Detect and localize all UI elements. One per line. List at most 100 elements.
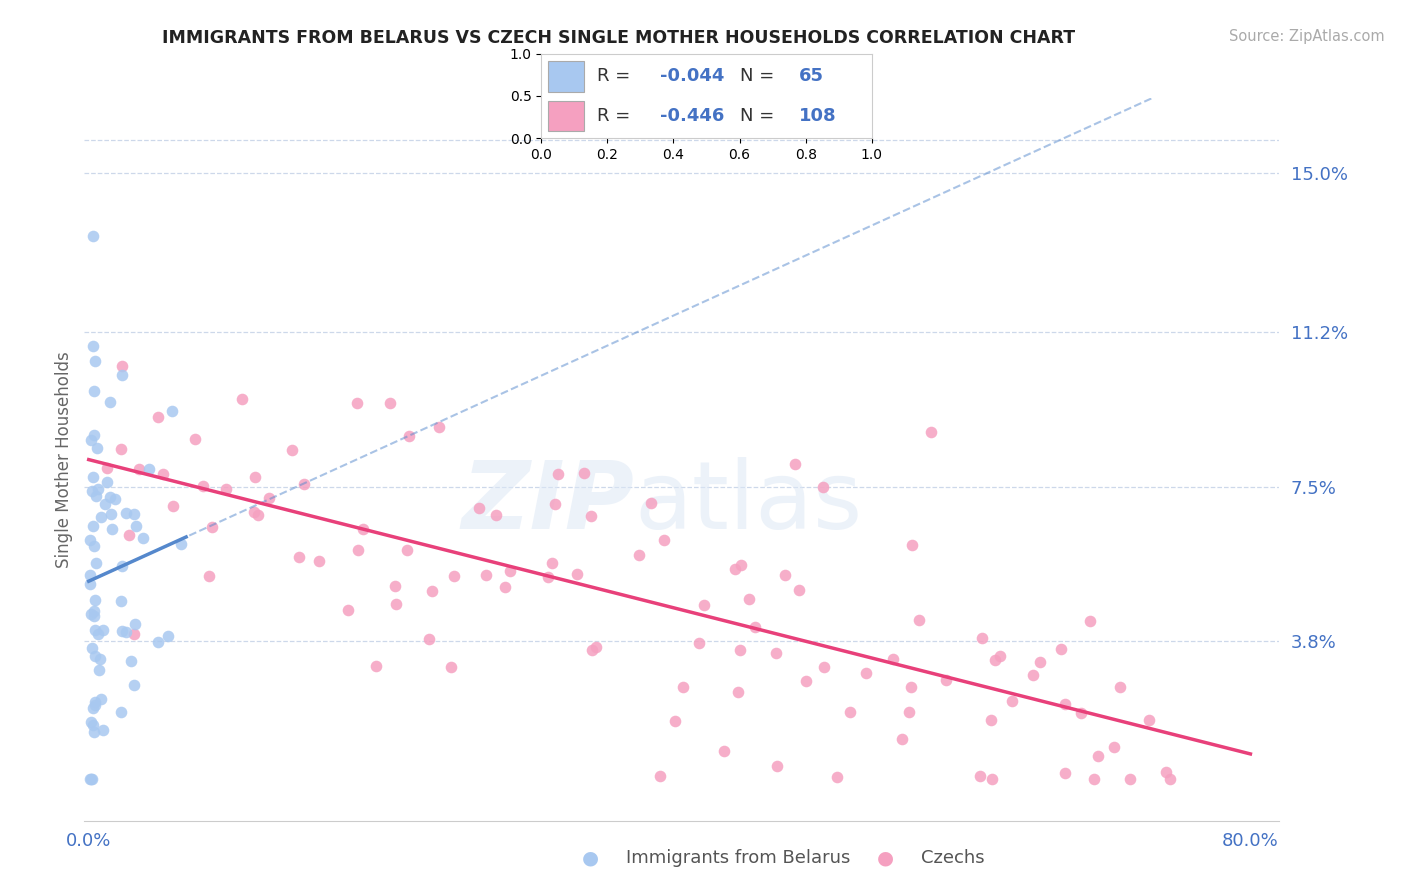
Point [547, 467, 569, 482]
Point [104, 492, 127, 507]
Point [969, 769, 991, 783]
Point [231, 392, 253, 406]
Point [988, 648, 1011, 663]
Point [82, 518, 104, 533]
Point [83, 354, 105, 368]
Point [1053, 766, 1076, 780]
Point [398, 429, 420, 443]
Text: N =: N = [740, 107, 773, 125]
Point [572, 467, 595, 481]
Point [308, 554, 330, 568]
Point [80, 607, 103, 621]
Text: N =: N = [740, 68, 773, 86]
Text: -0.044: -0.044 [661, 68, 724, 86]
Point [627, 548, 650, 562]
Point [1022, 668, 1045, 682]
Point [193, 478, 215, 492]
Point [86, 441, 108, 455]
Point [80, 641, 103, 656]
Point [83, 540, 105, 554]
Point [738, 591, 761, 606]
Point [765, 646, 787, 660]
Point [83, 604, 105, 618]
Point [364, 659, 387, 673]
Point [567, 566, 589, 581]
Point [83, 623, 105, 637]
Point [79, 533, 101, 548]
Point [648, 769, 671, 783]
Point [87, 482, 110, 496]
Point [120, 654, 142, 668]
Point [1108, 680, 1130, 694]
Point [418, 632, 440, 646]
Text: 108: 108 [799, 107, 837, 125]
Point [98, 395, 121, 409]
Point [773, 567, 796, 582]
Point [90, 692, 112, 706]
Point [787, 582, 810, 597]
Point [540, 557, 562, 571]
Point [825, 770, 848, 784]
Point [980, 713, 1002, 727]
Point [80, 483, 103, 498]
Point [1083, 772, 1105, 786]
Point [110, 442, 132, 456]
Point [79, 568, 101, 582]
Point [122, 507, 145, 521]
Point [384, 579, 406, 593]
Point [90, 509, 112, 524]
Point [96, 461, 118, 475]
Point [385, 598, 408, 612]
FancyBboxPatch shape [548, 101, 585, 131]
Point [1078, 614, 1101, 628]
Point [420, 583, 443, 598]
Point [1070, 706, 1092, 720]
Point [672, 680, 695, 694]
Point [900, 538, 922, 552]
Point [579, 508, 602, 523]
Point [100, 507, 122, 521]
Point [983, 653, 1005, 667]
Point [84, 593, 107, 607]
Point [900, 681, 922, 695]
Point [440, 660, 463, 674]
Point [83, 428, 105, 442]
Point [93, 497, 115, 511]
Point [87, 627, 110, 641]
Point [898, 705, 921, 719]
Point [766, 759, 789, 773]
Point [494, 580, 516, 594]
Point [138, 462, 160, 476]
Point [242, 506, 264, 520]
Point [468, 501, 491, 516]
Point [111, 368, 134, 382]
Point [110, 594, 132, 608]
Point [980, 772, 1002, 786]
Point [882, 651, 904, 665]
Point [83, 698, 105, 713]
Point [162, 499, 184, 513]
Point [640, 496, 662, 510]
Text: IMMIGRANTS FROM BELARUS VS CZECH SINGLE MOTHER HOUSEHOLDS CORRELATION CHART: IMMIGRANTS FROM BELARUS VS CZECH SINGLE … [162, 29, 1076, 46]
Point [170, 537, 193, 551]
Point [723, 562, 745, 576]
Point [83, 384, 105, 398]
Point [1050, 642, 1073, 657]
Point [128, 462, 150, 476]
Point [124, 617, 146, 632]
Point [184, 432, 207, 446]
Point [82, 470, 104, 484]
Point [581, 643, 603, 657]
Point [794, 673, 817, 688]
Point [813, 480, 835, 494]
Point [485, 508, 508, 522]
Point [346, 396, 368, 410]
Point [744, 620, 766, 634]
Point [692, 598, 714, 612]
Point [246, 508, 269, 522]
Point [115, 506, 138, 520]
Point [890, 731, 912, 746]
Point [730, 643, 752, 657]
Point [110, 706, 132, 720]
Point [688, 636, 710, 650]
